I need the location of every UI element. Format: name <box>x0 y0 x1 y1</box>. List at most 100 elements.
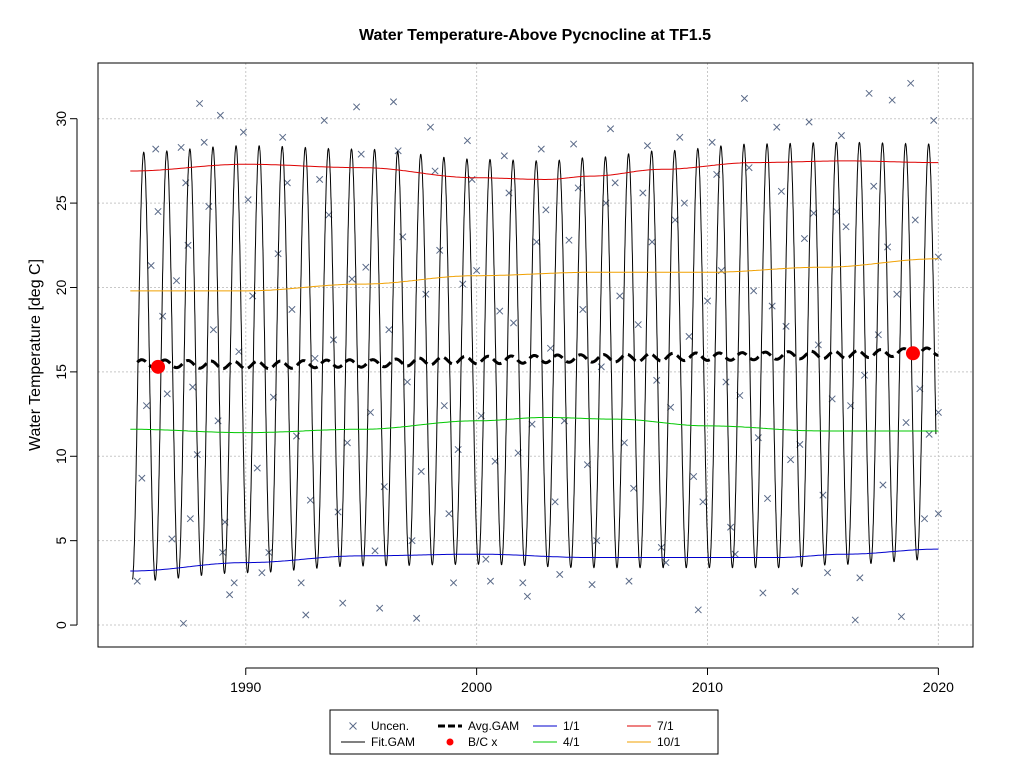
observation-mark <box>436 246 444 254</box>
observation-mark <box>533 238 541 246</box>
legend-7-1-label: 7/1 <box>657 719 674 733</box>
observation-mark <box>385 326 393 334</box>
observation-mark <box>528 420 536 428</box>
observation-mark <box>235 348 243 356</box>
observation-mark <box>814 341 822 349</box>
observation-mark <box>486 577 495 585</box>
observation-mark <box>731 550 739 558</box>
observation-mark <box>870 182 878 190</box>
observation-mark <box>546 344 555 352</box>
legend-fit-gam-label: Fit.GAM <box>371 735 415 749</box>
legend-1-1-label: 1/1 <box>563 719 580 733</box>
observation-mark <box>302 611 310 619</box>
observation-mark <box>837 132 845 140</box>
observation-mark <box>292 432 301 440</box>
observation-mark <box>791 587 799 595</box>
observation-mark <box>925 430 933 438</box>
trend-line-7-1 <box>130 160 939 180</box>
trend-line-4-1 <box>130 417 939 434</box>
observation-mark <box>230 579 238 587</box>
observation-mark <box>172 277 181 285</box>
observation-mark <box>189 383 197 391</box>
observation-mark <box>177 143 185 151</box>
observation-mark <box>570 140 578 148</box>
observation-mark <box>694 606 702 614</box>
month-trend-lines <box>130 160 939 572</box>
observation-mark <box>142 402 151 410</box>
observation-mark <box>920 515 929 523</box>
observation-mark <box>842 223 850 231</box>
observation-mark <box>911 216 919 224</box>
x-tick-label: 2010 <box>692 679 723 695</box>
bc-points <box>151 346 920 374</box>
observation-mark <box>773 123 781 131</box>
observation-mark <box>159 312 167 320</box>
observation-mark <box>639 189 647 197</box>
observation-mark <box>343 439 351 447</box>
observation-mark <box>226 591 234 599</box>
observation-mark <box>399 233 407 241</box>
observation-mark <box>413 614 421 622</box>
y-tick-label: 20 <box>53 279 69 295</box>
observation-mark <box>510 319 518 327</box>
observation-mark <box>597 363 605 371</box>
y-tick-label: 15 <box>53 364 69 380</box>
observation-mark <box>685 332 693 340</box>
observation-mark <box>500 152 508 160</box>
observation-mark <box>763 494 772 503</box>
observation-mark <box>745 164 753 172</box>
observation-mark <box>339 599 347 607</box>
observation-mark <box>200 138 208 146</box>
observation-mark <box>907 79 915 87</box>
observation-mark <box>440 402 448 410</box>
observation-mark <box>708 138 716 146</box>
observation-mark <box>754 434 762 442</box>
observation-mark <box>542 206 550 214</box>
observation-mark <box>205 202 213 211</box>
bc-point <box>151 359 166 374</box>
observation-mark <box>138 474 146 482</box>
observation-mark <box>482 555 490 563</box>
observation-mark <box>740 94 748 102</box>
y-tick-label: 25 <box>53 195 69 211</box>
x-axis: 1990 2000 2010 2020 <box>230 667 954 695</box>
chart-legend: Uncen. Fit.GAM Avg.GAM B/C x 1/1 4/1 7/1 10/1 <box>329 709 719 755</box>
observation-mark <box>699 498 707 506</box>
grid-lines <box>98 63 973 647</box>
observation-mark <box>819 491 827 499</box>
observation-mark <box>565 236 573 244</box>
observation-mark <box>588 580 596 589</box>
legend-box <box>329 709 719 755</box>
observation-mark <box>722 378 730 386</box>
observation-mark <box>934 408 942 416</box>
observation-mark <box>879 481 887 489</box>
observation-mark <box>239 128 248 136</box>
observation-mark <box>473 267 481 275</box>
observation-mark <box>253 464 261 472</box>
observation-mark <box>154 207 162 216</box>
trend-line-10-1 <box>130 258 939 292</box>
legend-uncen-label: Uncen. <box>371 719 409 733</box>
observation-mark <box>606 125 615 133</box>
observation-mark <box>897 613 905 621</box>
observation-mark <box>389 98 398 106</box>
observation-mark <box>556 570 564 578</box>
observation-mark <box>376 604 384 612</box>
observation-mark <box>551 498 559 506</box>
observation-mark <box>496 307 504 315</box>
observation-mark <box>306 496 314 504</box>
plot-frame <box>97 62 974 648</box>
chart-title: Water Temperature-Above Pycnocline at TF… <box>359 27 711 44</box>
observation-mark <box>334 508 342 516</box>
observation-mark <box>353 103 361 111</box>
observation-mark <box>523 592 531 600</box>
observation-mark <box>759 589 767 597</box>
observation-mark <box>579 305 587 313</box>
observation-mark <box>893 290 901 298</box>
observation-mark <box>288 305 296 313</box>
observation-mark <box>865 89 873 97</box>
avg-gam-line <box>136 346 939 371</box>
trend-line-1-1 <box>130 548 939 572</box>
observation-mark <box>703 297 712 305</box>
observation-mark <box>403 378 411 386</box>
